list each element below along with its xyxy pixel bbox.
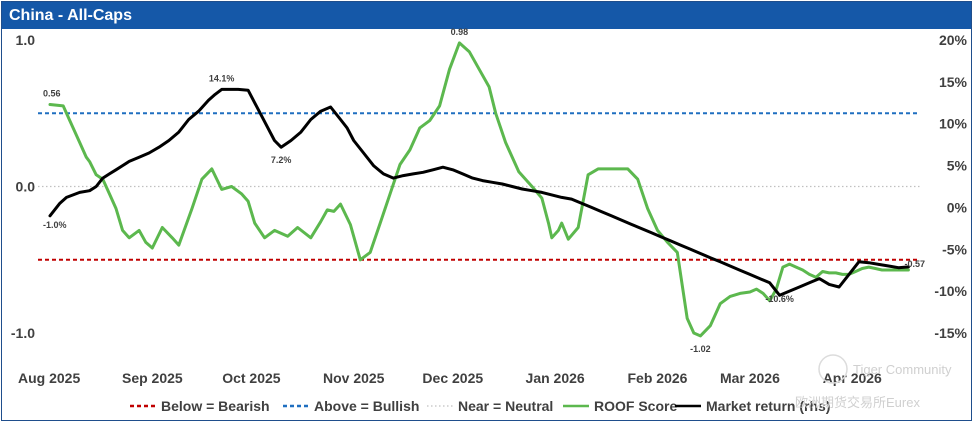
right-tick-label: 10% — [939, 116, 968, 132]
x-tick-label: Aug 2025 — [18, 370, 80, 386]
x-tick-label: Jan 2026 — [526, 370, 585, 386]
legend-label-1: Above = Bullish — [314, 398, 419, 414]
right-tick-label: -15% — [934, 325, 967, 341]
annotation-label: 14.1% — [209, 73, 235, 83]
reference-lines — [38, 112, 920, 261]
right-tick-label: 20% — [939, 32, 968, 48]
x-tick-label: Feb 2026 — [628, 370, 688, 386]
watermark-line1: Tiger Community — [853, 362, 952, 377]
left-tick-label: -1.0 — [11, 325, 35, 341]
right-tick-label: 0% — [947, 199, 968, 215]
legend-label-2: Near = Neutral — [458, 398, 553, 414]
left-axis: 1.0 0.0 -1.0 — [11, 32, 35, 341]
annotation-label: -1.0% — [43, 220, 67, 230]
watermark: Tiger Community 欧洲期货交易所Eurex — [795, 354, 952, 410]
watermark-logo-icon — [818, 354, 848, 384]
annotations: 0.56 0.98 -1.02 -0.57 -1.0% 14.1% 7.2% -10.6% — [43, 27, 925, 354]
right-tick-label: 5% — [947, 158, 968, 174]
x-tick-label: Mar 2026 — [720, 370, 780, 386]
series-line-0 — [48, 41, 910, 338]
legend-label-0: Below = Bearish — [161, 398, 270, 414]
chart-title: China - All-Caps — [9, 7, 132, 24]
x-tick-label: Nov 2025 — [323, 370, 385, 386]
watermark-line2: 欧洲期货交易所Eurex — [795, 395, 920, 410]
series-group — [48, 41, 910, 338]
annotation-label: 7.2% — [271, 155, 292, 165]
right-axis: 20% 15% 10% 5% 0% -5% -10% -15% — [934, 32, 967, 341]
right-tick-label: 15% — [939, 74, 968, 90]
series-line-1 — [48, 87, 910, 297]
legend-label-3: ROOF Score — [594, 398, 677, 414]
annotation-label: -0.57 — [904, 259, 925, 269]
x-tick-label: Sep 2025 — [122, 370, 183, 386]
left-tick-label: 1.0 — [16, 32, 36, 48]
right-tick-label: -10% — [934, 283, 967, 299]
x-tick-label: Dec 2025 — [422, 370, 483, 386]
annotation-label: 0.56 — [43, 88, 61, 98]
x-tick-label: Oct 2025 — [222, 370, 281, 386]
legend: Below = Bearish Above = Bullish Near = Neu… — [130, 398, 830, 414]
title-bar: China - All-Caps — [2, 2, 971, 29]
annotation-label: -10.6% — [765, 294, 794, 304]
annotation-label: 0.98 — [451, 27, 469, 37]
legend-label-4: Market return (rhs) — [706, 398, 830, 414]
x-axis: Aug 2025 Sep 2025 Oct 2025 Nov 2025 Dec 2025… — [18, 370, 882, 386]
left-tick-label: 0.0 — [16, 179, 36, 195]
annotation-label: -1.02 — [690, 344, 711, 354]
right-tick-label: -5% — [942, 241, 967, 257]
